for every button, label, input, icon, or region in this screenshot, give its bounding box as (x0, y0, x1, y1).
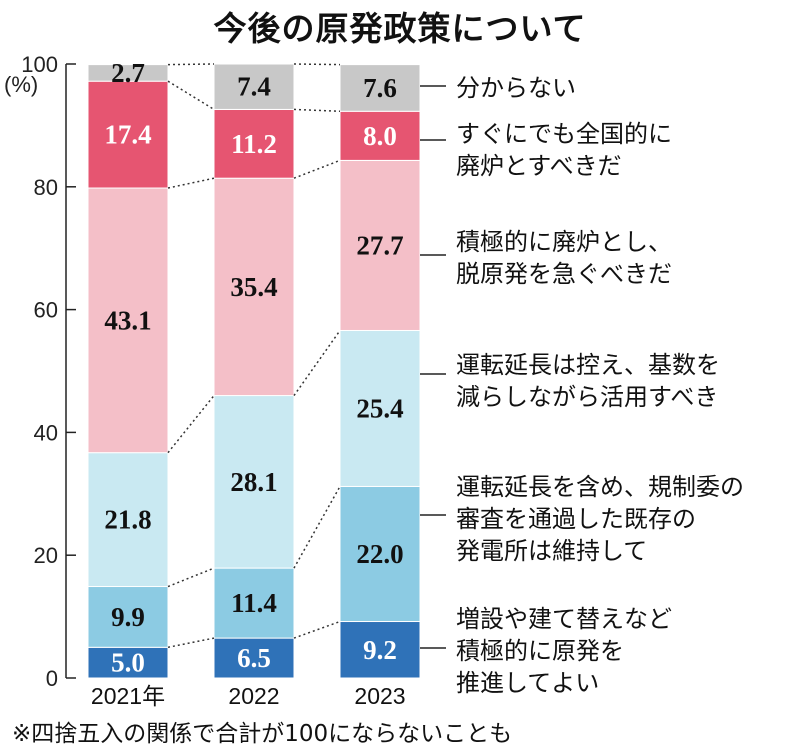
connector-line (167, 80, 215, 111)
connector-line (167, 637, 215, 649)
data-label: 17.4 (104, 120, 151, 150)
legend-label: 分からない (456, 74, 576, 102)
data-label: 7.4 (237, 72, 271, 102)
bar-segment (213, 108, 295, 179)
legend-label: 廃炉とすべきだ (456, 152, 622, 180)
legend: 分からないすぐにでも全国的に廃炉とすべきだ積極的に廃炉とし、脱原発を急ぐべきだ運… (420, 74, 744, 697)
data-label: 7.6 (363, 73, 397, 103)
bar-segment (339, 485, 421, 623)
bar-segment (213, 177, 295, 397)
legend-label: 積極的に廃炉とし、 (456, 228, 672, 256)
bars-layer (87, 63, 421, 679)
bar-segment (213, 63, 295, 110)
legend-label: 減らしながら活用すべき (456, 383, 718, 411)
connector-line (293, 159, 341, 179)
data-label: 5.0 (111, 648, 145, 678)
chart-title: 今後の原発政策について (213, 9, 587, 48)
connector-line (167, 395, 215, 454)
y-tick-label: 60 (34, 298, 58, 323)
y-axis-unit: (%) (4, 72, 38, 97)
data-label: 11.4 (231, 588, 277, 618)
data-label: 8.0 (363, 121, 397, 151)
connectors-layer (167, 63, 341, 649)
bar-segment (87, 80, 169, 189)
data-label: 35.4 (230, 272, 277, 302)
data-label: 9.2 (363, 635, 397, 665)
data-label: 25.4 (356, 393, 403, 423)
connector-line (293, 63, 341, 66)
footnote: ※四捨五入の関係で合計が100にならないことも (12, 721, 513, 747)
data-label: 6.5 (237, 643, 271, 673)
legend-label: 審査を通過した既存の (456, 505, 696, 533)
bar-segment (213, 637, 295, 679)
y-tick-label: 0 (46, 666, 58, 691)
bar-segment (339, 329, 421, 487)
x-tick-label: 2023 (354, 683, 405, 709)
connector-line (293, 108, 341, 113)
legend-label: すぐにでも全国的に (456, 120, 672, 148)
data-label: 28.1 (230, 467, 277, 497)
bar-segment (339, 110, 421, 161)
data-labels-layer: 5.0 9.9 21.8 43.1 17.4 2.7 6.5 11.4 28.1 35.4 11.2… (104, 58, 403, 678)
y-tick-label: 80 (34, 175, 58, 200)
data-label: 43.1 (104, 305, 151, 335)
bar-segment (339, 159, 421, 331)
connector-line (167, 63, 215, 66)
bar-segment (339, 621, 421, 679)
connector-line (293, 620, 341, 639)
data-label: 21.8 (104, 505, 151, 535)
bar-segment (87, 64, 169, 82)
x-axis: 2021年 2022 2023 (91, 683, 406, 709)
x-tick-label: 2022 (228, 683, 279, 709)
legend-item: 分からない (420, 74, 576, 102)
connector-line (167, 567, 215, 588)
data-label: 9.9 (111, 602, 145, 632)
connector-line (293, 330, 341, 396)
legend-label: 推進してよい (456, 669, 599, 697)
legend-label: 運転延長を含め、規制委の (456, 473, 744, 501)
legend-label: 運転延長は控え、基数を (456, 351, 720, 379)
data-label: 11.2 (231, 129, 277, 159)
y-tick-label: 100 (21, 52, 58, 77)
bar-segment (87, 187, 169, 454)
connector-line (293, 486, 341, 569)
y-tick-label: 20 (34, 543, 58, 568)
y-axis: 0 20 40 60 80 100(%) (4, 52, 76, 691)
legend-label: 発電所は維持して (456, 537, 647, 565)
connector-line (167, 177, 215, 189)
legend-label: 増設や建て替えなど (456, 605, 672, 633)
bar-segment (339, 64, 421, 112)
data-label: 27.7 (356, 230, 403, 260)
bar-segment (87, 452, 169, 588)
y-tick-label: 40 (34, 420, 58, 445)
x-tick-label: 2021年 (91, 683, 165, 709)
bar-segment (87, 646, 169, 679)
data-label: 2.7 (111, 58, 145, 88)
bar-segment (213, 395, 295, 569)
legend-label: 脱原発を急ぐべきだ (456, 260, 672, 288)
bar-segment (213, 567, 295, 639)
legend-item: 積極的に廃炉とし、脱原発を急ぐべきだ (420, 228, 672, 288)
legend-label: 積極的に原発を (456, 637, 624, 665)
data-label: 22.0 (356, 539, 403, 569)
